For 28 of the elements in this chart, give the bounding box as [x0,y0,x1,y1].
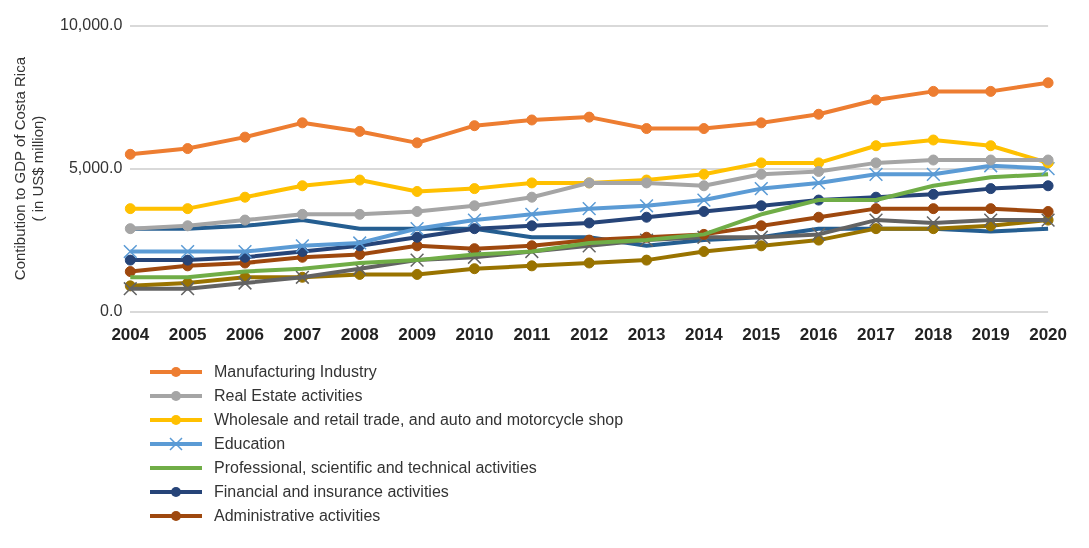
legend-label: Administrative activities [214,507,381,525]
legend-label: Manufacturing Industry [214,363,377,381]
x-tick-label: 2015 [742,325,781,345]
x-tick-label: 2012 [570,325,609,345]
x-tick-label: 2013 [627,325,666,345]
x-tick-label: 2016 [799,325,838,345]
x-tick-label: 2018 [914,325,953,345]
legend-label: Wholesale and retail trade, and auto and motorcycle shop [214,411,624,429]
x-tick-label: 2007 [283,325,322,345]
x-tick-label: 2009 [398,325,437,345]
x-tick-label: 2010 [455,325,494,345]
y-tick-label: 5,000.0 [68,159,123,177]
y-tick-label: 10,000.0 [60,16,123,34]
y-axis-title: Contibution to GDP of Costa Rica ( in US$ million) [11,56,47,281]
x-tick-label: 2014 [685,325,724,345]
x-tick-label: 2006 [226,325,264,345]
x-tick-label: 2017 [857,325,895,345]
legend-label: Education [214,435,286,453]
x-tick-label: 2004 [111,325,150,345]
legend-label: Real Estate activities [214,387,363,405]
x-tick-label: 2008 [340,325,379,345]
y-tick-label: 0.0 [100,302,123,320]
legend-label: Professional, scientific and technical activities [214,459,537,477]
x-tick-label: 2020 [1029,325,1067,345]
x-tick-label: 2019 [971,325,1010,345]
legend-label: Financial and insurance activities [214,483,449,501]
x-tick-label: 2005 [168,325,207,345]
x-tick-label: 2011 [513,325,551,345]
